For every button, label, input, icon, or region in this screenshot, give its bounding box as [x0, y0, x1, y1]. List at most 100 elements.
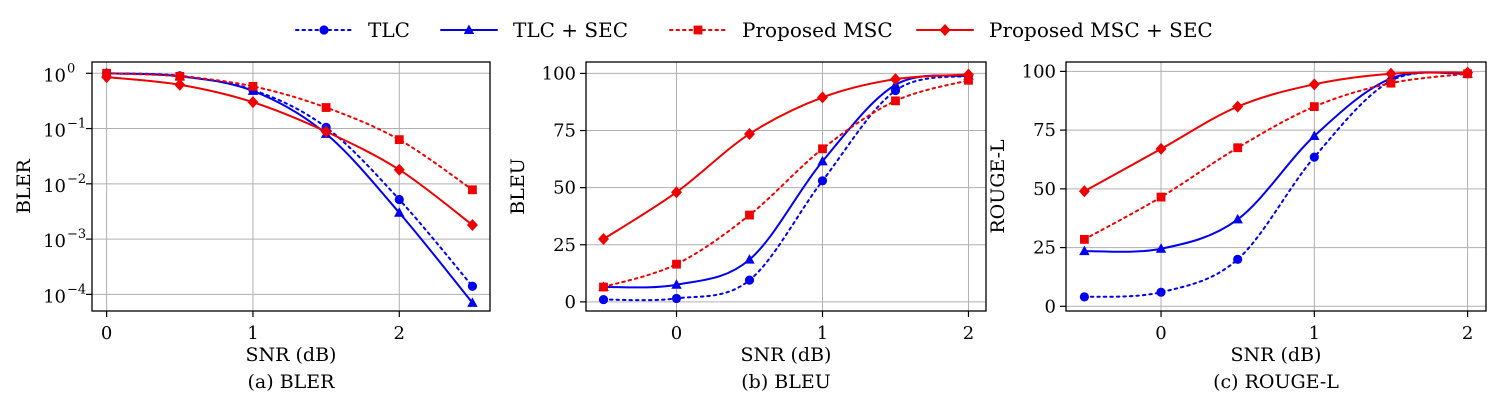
y-tick-label: 10	[43, 286, 66, 307]
x-axis-label: SNR (dB)	[246, 344, 337, 366]
data-point	[671, 293, 682, 304]
data-point	[889, 73, 901, 86]
data-point	[467, 297, 478, 307]
data-point	[394, 135, 404, 145]
series-line	[1083, 71, 1469, 253]
series-tlc	[102, 68, 478, 291]
data-point	[1156, 192, 1166, 202]
x-tick-label: 1	[1309, 323, 1320, 344]
grid	[1066, 62, 1486, 311]
data-point	[598, 294, 609, 305]
legend-marker-square	[693, 25, 703, 35]
data-point	[745, 210, 754, 220]
y-tick-exponent: 0	[67, 61, 75, 76]
data-point	[1079, 245, 1090, 256]
data-point	[321, 103, 331, 112]
legend-label: Proposed MSC	[742, 18, 893, 42]
data-point	[247, 96, 259, 109]
x-axis-label: SNR (dB)	[1231, 344, 1322, 366]
y-tick-label: 75	[553, 121, 576, 142]
series-group	[1078, 66, 1474, 302]
data-point	[817, 176, 828, 186]
data-point	[1232, 213, 1243, 224]
series-line	[105, 72, 474, 288]
legend-entry-proposed-msc-sec: Proposed MSC + SEC	[916, 18, 1213, 42]
series-proposed-msc-sec	[101, 71, 478, 231]
y-tick-label: 0	[565, 292, 576, 313]
data-point	[393, 163, 405, 176]
x-tick-label: 2	[394, 323, 405, 344]
data-point	[891, 96, 900, 106]
x-tick-label: 1	[817, 323, 828, 344]
data-point	[320, 125, 332, 138]
data-point	[744, 127, 756, 140]
data-point	[1462, 66, 1474, 79]
y-tick-label: 25	[553, 235, 576, 256]
series-line	[1083, 72, 1469, 241]
y-tick-label: 10	[43, 121, 66, 142]
panel-bleu: 0 1 2 0 25 50 75 100 SNR (dB) BLEU (b) BLEU	[507, 61, 987, 393]
y-axis-label: BLEU	[507, 158, 529, 214]
legend-marker-diamond	[939, 24, 951, 36]
series-proposed-msc-sec	[598, 68, 974, 246]
y-tick-label: 50	[553, 178, 576, 199]
legend-entry-tlc: TLC	[295, 18, 410, 42]
legend-entry-proposed-msc: Proposed MSC	[669, 18, 893, 42]
x-tick-label: 2	[963, 323, 974, 344]
data-point	[1309, 130, 1320, 140]
series-line	[1083, 71, 1469, 298]
legend-label: TLC + SEC	[513, 18, 628, 42]
panel-caption: (b) BLEU	[741, 371, 831, 393]
data-point	[394, 194, 404, 205]
series-proposed-msc	[1079, 69, 1473, 244]
grid	[92, 62, 490, 311]
data-point	[816, 91, 828, 104]
x-tick-label: 2	[1462, 323, 1473, 344]
data-point	[1309, 102, 1319, 112]
series-group	[598, 68, 974, 305]
legend-entry-tlc-sec: TLC + SEC	[440, 18, 628, 42]
y-tick-label: 100	[542, 63, 576, 84]
plot-frame	[585, 61, 987, 312]
plot-frame	[91, 61, 491, 312]
y-tick-exponent: −2	[67, 172, 86, 187]
y-tick-label: 100	[1022, 61, 1056, 82]
plot-frame	[1065, 61, 1487, 312]
series-line	[105, 72, 474, 304]
data-point	[599, 282, 608, 292]
x-axis-label: SNR (dB)	[741, 344, 832, 366]
data-point	[467, 281, 478, 291]
data-point	[1155, 142, 1167, 155]
data-point	[671, 186, 683, 199]
data-point	[1385, 67, 1397, 80]
panel-caption: (c) ROUGE-L	[1213, 371, 1339, 393]
y-tick-label: 10	[43, 176, 66, 197]
y-tick-label: 10	[43, 65, 66, 86]
data-point	[248, 81, 258, 91]
legend-label: Proposed MSC + SEC	[989, 18, 1213, 42]
y-tick-label: 0	[1045, 296, 1056, 317]
data-point	[818, 144, 827, 154]
data-point	[174, 78, 186, 91]
y-tick-exponent: −4	[67, 282, 86, 297]
data-point	[817, 155, 828, 166]
panel-caption: (a) BLER	[248, 371, 336, 393]
data-point	[394, 207, 405, 217]
y-axis-label: BLER	[13, 158, 35, 213]
series-tlc	[1079, 69, 1473, 302]
grid	[586, 62, 986, 311]
x-tick-label: 1	[247, 323, 258, 344]
data-point	[101, 71, 113, 84]
data-point	[1078, 185, 1090, 198]
data-point	[744, 254, 755, 264]
series-proposed-msc	[599, 75, 973, 292]
y-tick-exponent: −3	[67, 227, 86, 242]
series-group	[101, 67, 478, 307]
data-point	[744, 275, 755, 285]
y-tick-label: 50	[1033, 179, 1056, 200]
data-point	[1308, 78, 1320, 91]
data-point	[466, 218, 478, 231]
